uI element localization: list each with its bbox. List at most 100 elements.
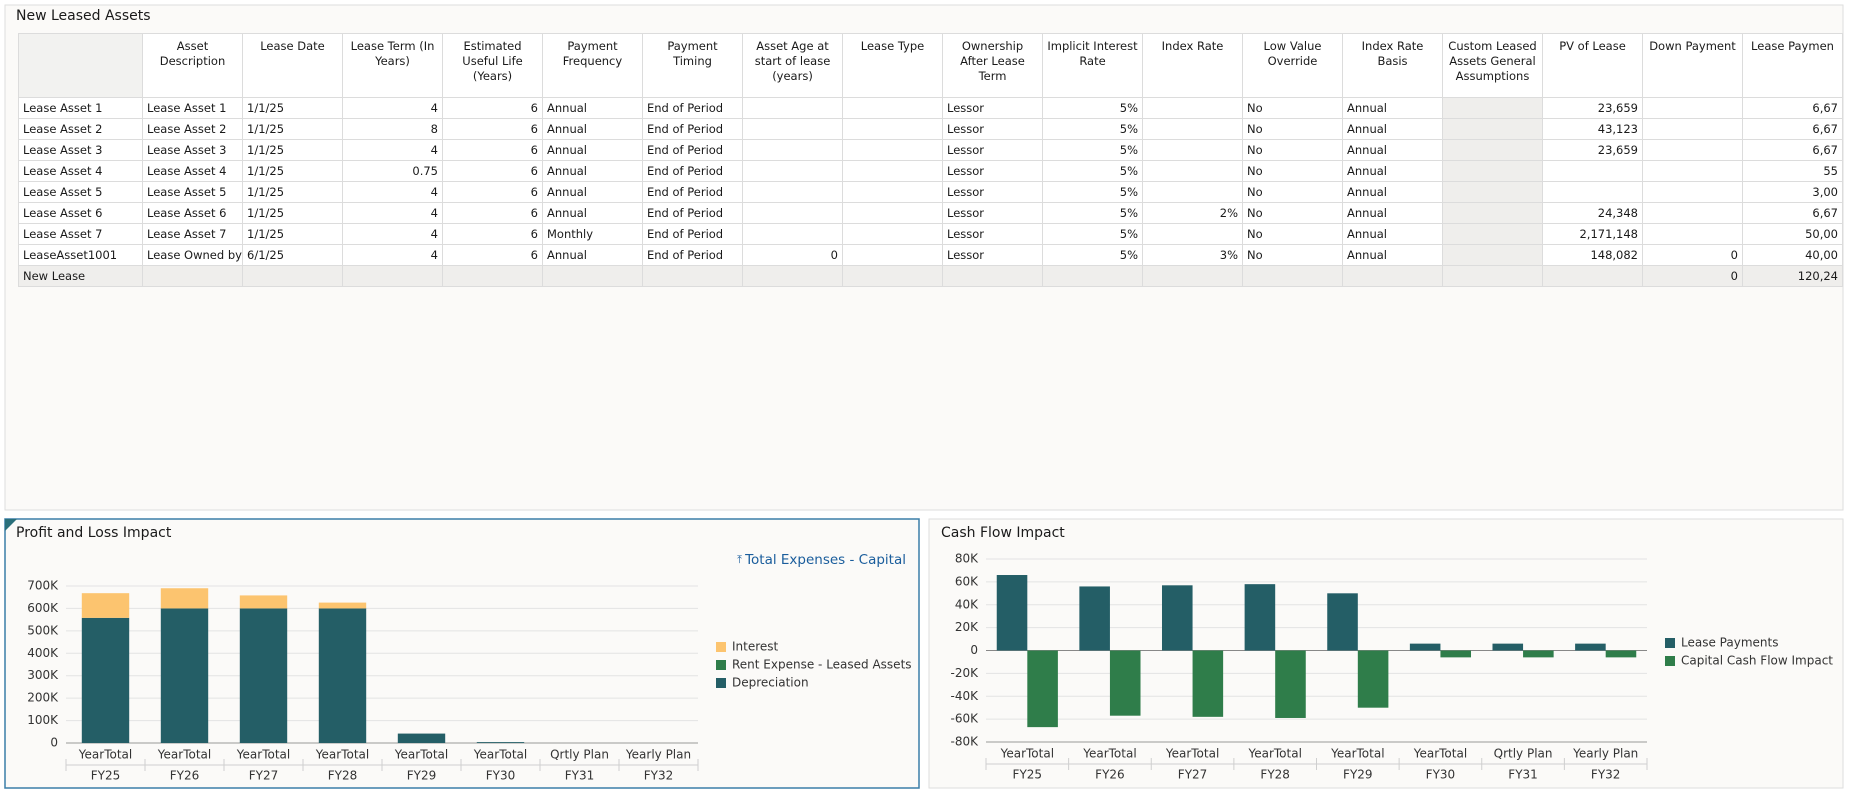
table-cell: Lessor bbox=[942, 244, 1043, 266]
link[interactable]: Total Expenses - Capital bbox=[744, 552, 906, 568]
table-cell bbox=[1142, 160, 1243, 182]
y-tick-label: 500K bbox=[27, 623, 59, 637]
bar bbox=[1523, 650, 1554, 658]
table-cell: No bbox=[1242, 202, 1343, 224]
x-tick-label: Yearly Plan bbox=[1572, 747, 1638, 761]
y-tick-label: 600K bbox=[27, 601, 59, 615]
table-row: Lease Asset 7 Lease Asset 7 1/1/25 4 6 Monthl… bbox=[18, 223, 1843, 245]
table-cell bbox=[1442, 181, 1543, 203]
table-cell: Annual bbox=[542, 160, 643, 182]
column-header: PV of Lease bbox=[1542, 33, 1643, 98]
table-cell: 50,00 bbox=[1742, 223, 1843, 245]
table-cell: 1/1/25 bbox=[242, 160, 343, 182]
x-tick-label: YearTotal bbox=[78, 748, 132, 762]
column-header: Lease Paymen bbox=[1742, 33, 1843, 98]
y-tick-label: -40K bbox=[951, 689, 980, 703]
table-cell: Annual bbox=[1342, 181, 1443, 203]
x-tick-label: YearTotal bbox=[315, 748, 369, 762]
bar bbox=[1027, 650, 1058, 728]
table-cell: No bbox=[1242, 244, 1343, 266]
row-header: New Lease bbox=[18, 265, 143, 287]
bar bbox=[318, 602, 367, 609]
table-cell bbox=[842, 139, 943, 161]
table-cell bbox=[1642, 160, 1743, 182]
table-cell: 3% bbox=[1142, 244, 1243, 266]
table-cell: Annual bbox=[1342, 97, 1443, 119]
table-cell: Annual bbox=[542, 97, 643, 119]
table-cell: 6,67 bbox=[1742, 202, 1843, 224]
header-row: Asset Description Lease Date Lease Term (I… bbox=[18, 33, 1843, 98]
table-row: LeaseAsset1001 Lease Owned by 6/1/25 4 6 Annu… bbox=[18, 244, 1843, 266]
table-cell: 5% bbox=[1042, 97, 1143, 119]
table-cell bbox=[1642, 118, 1743, 140]
table-cell: Lessor bbox=[942, 223, 1043, 245]
table-cell: Annual bbox=[542, 202, 643, 224]
table-cell: No bbox=[1242, 97, 1343, 119]
table-cell: End of Period bbox=[642, 118, 743, 140]
y-tick-label: 400K bbox=[27, 646, 59, 660]
bar bbox=[1109, 650, 1141, 716]
y-tick-label: 80K bbox=[955, 552, 979, 566]
table-cell bbox=[1442, 223, 1543, 245]
table-cell bbox=[1642, 139, 1743, 161]
x-tick-label: FY26 bbox=[170, 769, 200, 783]
table-cell bbox=[1642, 223, 1743, 245]
table-cell: 5% bbox=[1042, 160, 1143, 182]
table-cell bbox=[342, 265, 443, 287]
table-cell bbox=[1642, 181, 1743, 203]
legend-label: Capital Cash Flow Impact bbox=[1681, 654, 1833, 668]
bar bbox=[397, 733, 446, 743]
y-tick-label: 0 bbox=[970, 643, 978, 657]
x-tick-label: FY26 bbox=[1095, 768, 1125, 782]
x-tick-label: Yearly Plan bbox=[625, 748, 691, 762]
row-header: Lease Asset 6 bbox=[18, 202, 143, 224]
table-cell: 4 bbox=[342, 97, 443, 119]
table-cell: 0 bbox=[742, 244, 843, 266]
table-cell: 5% bbox=[1042, 223, 1143, 245]
table-cell bbox=[842, 181, 943, 203]
x-tick-label: FY31 bbox=[565, 769, 595, 783]
table-cell bbox=[1142, 139, 1243, 161]
table-cell: 40,00 bbox=[1742, 244, 1843, 266]
table-cell bbox=[1142, 118, 1243, 140]
column-header: Payment Timing bbox=[642, 33, 743, 98]
table-cell bbox=[742, 118, 843, 140]
table-header: Asset Description Lease Date Lease Term (I… bbox=[18, 33, 1843, 98]
bar bbox=[1605, 650, 1637, 658]
legend-swatch bbox=[1665, 638, 1675, 648]
table-cell: 23,659 bbox=[1542, 97, 1643, 119]
bar bbox=[996, 575, 1028, 651]
y-tick-label: 200K bbox=[27, 691, 59, 705]
column-header: Index Rate bbox=[1142, 33, 1243, 98]
y-tick-label: -60K bbox=[951, 712, 980, 726]
bar bbox=[1192, 650, 1224, 717]
table-cell: 0 bbox=[1642, 244, 1743, 266]
y-tick-label: 20K bbox=[955, 620, 979, 634]
table-cell: No bbox=[1242, 139, 1343, 161]
table-cell bbox=[642, 265, 743, 287]
table-row: Lease Asset 3 Lease Asset 3 1/1/25 4 6 Annual… bbox=[18, 139, 1843, 161]
y-tick-label: -80K bbox=[951, 735, 980, 749]
table-cell: 5% bbox=[1042, 139, 1143, 161]
table-cell: 2,171,148 bbox=[1542, 223, 1643, 245]
table-cell: 1/1/25 bbox=[242, 97, 343, 119]
x-tick-label: YearTotal bbox=[236, 748, 290, 762]
table-cell bbox=[242, 265, 343, 287]
bar bbox=[1244, 584, 1276, 651]
x-tick-label: FY27 bbox=[1178, 768, 1208, 782]
legend-label: Depreciation bbox=[732, 676, 809, 690]
table-container: Asset Description Lease Date Lease Term (I… bbox=[18, 33, 1843, 287]
row-header: Lease Asset 5 bbox=[18, 181, 143, 203]
x-tick-label: FY28 bbox=[328, 769, 358, 783]
bar bbox=[1575, 643, 1606, 651]
y-tick-label: -20K bbox=[951, 666, 980, 680]
table-cell bbox=[742, 202, 843, 224]
bar bbox=[1492, 643, 1524, 651]
x-tick-label: YearTotal bbox=[1000, 747, 1054, 761]
table-cell: 4 bbox=[342, 139, 443, 161]
x-tick-label: YearTotal bbox=[1082, 747, 1136, 761]
table-cell: 1/1/25 bbox=[242, 139, 343, 161]
table-cell: 1/1/25 bbox=[242, 181, 343, 203]
table-cell: End of Period bbox=[642, 202, 743, 224]
